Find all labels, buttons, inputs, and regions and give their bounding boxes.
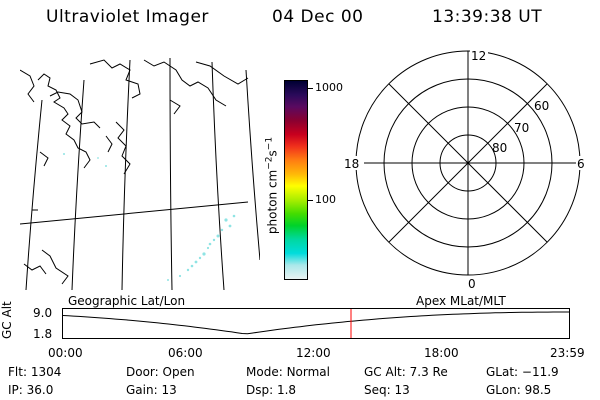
timeline-xtick: 06:00 <box>168 346 203 360</box>
info-seq: Seq: 13 <box>364 383 410 397</box>
info-value: 1304 <box>30 365 62 379</box>
info-key: IP: <box>8 383 23 397</box>
info-value: 13 <box>161 383 177 397</box>
latitude-line <box>20 201 249 225</box>
info-flt: Flt: 1304 <box>8 365 61 379</box>
info-key: Mode: <box>246 365 283 379</box>
polar-label-80: 80 <box>492 141 507 155</box>
info-value: 98.5 <box>524 383 552 397</box>
timeline-plot <box>62 308 570 339</box>
info-value: 7.3 Re <box>409 365 448 379</box>
units-exp: −2 <box>264 156 275 170</box>
emission-dots <box>63 153 236 281</box>
geographic-map <box>20 57 260 290</box>
polar-label-0: 0 <box>468 277 476 290</box>
polar-diagonal <box>388 83 548 243</box>
timeline-ytick: 9.0 <box>33 306 53 320</box>
timeline-axis-label: GC Alt <box>0 301 14 339</box>
info-value: 36.0 <box>26 383 54 397</box>
coastline-lines <box>20 59 249 285</box>
colorbar-tick-label: 100 <box>315 193 336 206</box>
info-value: 13 <box>394 383 410 397</box>
altitude-curve <box>62 311 569 335</box>
colorbar-tick <box>308 200 313 201</box>
polar-label-12: 12 <box>471 49 486 63</box>
info-key: GLat: <box>486 365 519 379</box>
info-key: GC Alt: <box>364 365 406 379</box>
info-mode: Mode: Normal <box>246 365 330 379</box>
info-value: 1.8 <box>276 383 297 397</box>
timeline-xtick: 18:00 <box>424 346 459 360</box>
polar-plot: 12 18 6 0 60 70 80 <box>342 48 588 290</box>
colorbar-gradient <box>284 80 308 280</box>
info-gain: Gain: 13 <box>126 383 177 397</box>
colorbar-units-label: photon cm−2s−1 <box>265 126 280 246</box>
timeline-right-label: Apex MLat/MLT <box>416 294 506 308</box>
timeline-xtick: 23:59 <box>550 346 585 360</box>
info-value: −11.9 <box>521 365 559 379</box>
info-key: Dsp: <box>246 383 274 397</box>
units-text: s <box>265 150 280 157</box>
units-exp: −1 <box>264 136 275 151</box>
info-key: Seq: <box>364 383 391 397</box>
info-door: Door: Open <box>126 365 195 379</box>
label-backdrop <box>470 48 488 62</box>
polar-label-70: 70 <box>514 121 529 135</box>
info-key: Flt: <box>8 365 27 379</box>
info-key: Door: <box>126 365 159 379</box>
date-label: 04 Dec 00 <box>272 7 364 27</box>
colorbar <box>284 80 308 280</box>
info-glon: GLon: 98.5 <box>486 383 551 397</box>
units-text: photon cm <box>265 169 280 235</box>
info-key: Gain: <box>126 383 158 397</box>
info-ip: IP: 36.0 <box>8 383 53 397</box>
info-value: Normal <box>286 365 330 379</box>
meridian-lines <box>25 57 260 290</box>
timeline-left-label: Geographic Lat/Lon <box>68 294 186 308</box>
instrument-title: Ultraviolet Imager <box>46 7 209 27</box>
polar-label-18: 18 <box>344 157 359 171</box>
label-backdrop <box>342 156 364 170</box>
info-gc-alt: GC Alt: 7.3 Re <box>364 365 448 379</box>
colorbar-tick <box>308 88 313 89</box>
timeline-xtick: 12:00 <box>296 346 331 360</box>
time-label: 13:39:38 UT <box>432 7 543 27</box>
polar-label-60: 60 <box>534 99 549 113</box>
timeline-xtick: 00:00 <box>48 346 83 360</box>
info-value: Open <box>162 365 195 379</box>
label-backdrop <box>576 156 588 170</box>
colorbar-tick-label: 1000 <box>315 81 343 94</box>
timeline-frame <box>62 308 570 339</box>
info-glat: GLat: −11.9 <box>486 365 559 379</box>
timeline-ytick: 1.8 <box>33 327 53 341</box>
info-dsp: Dsp: 1.8 <box>246 383 296 397</box>
polar-label-6: 6 <box>577 157 585 171</box>
info-key: GLon: <box>486 383 521 397</box>
